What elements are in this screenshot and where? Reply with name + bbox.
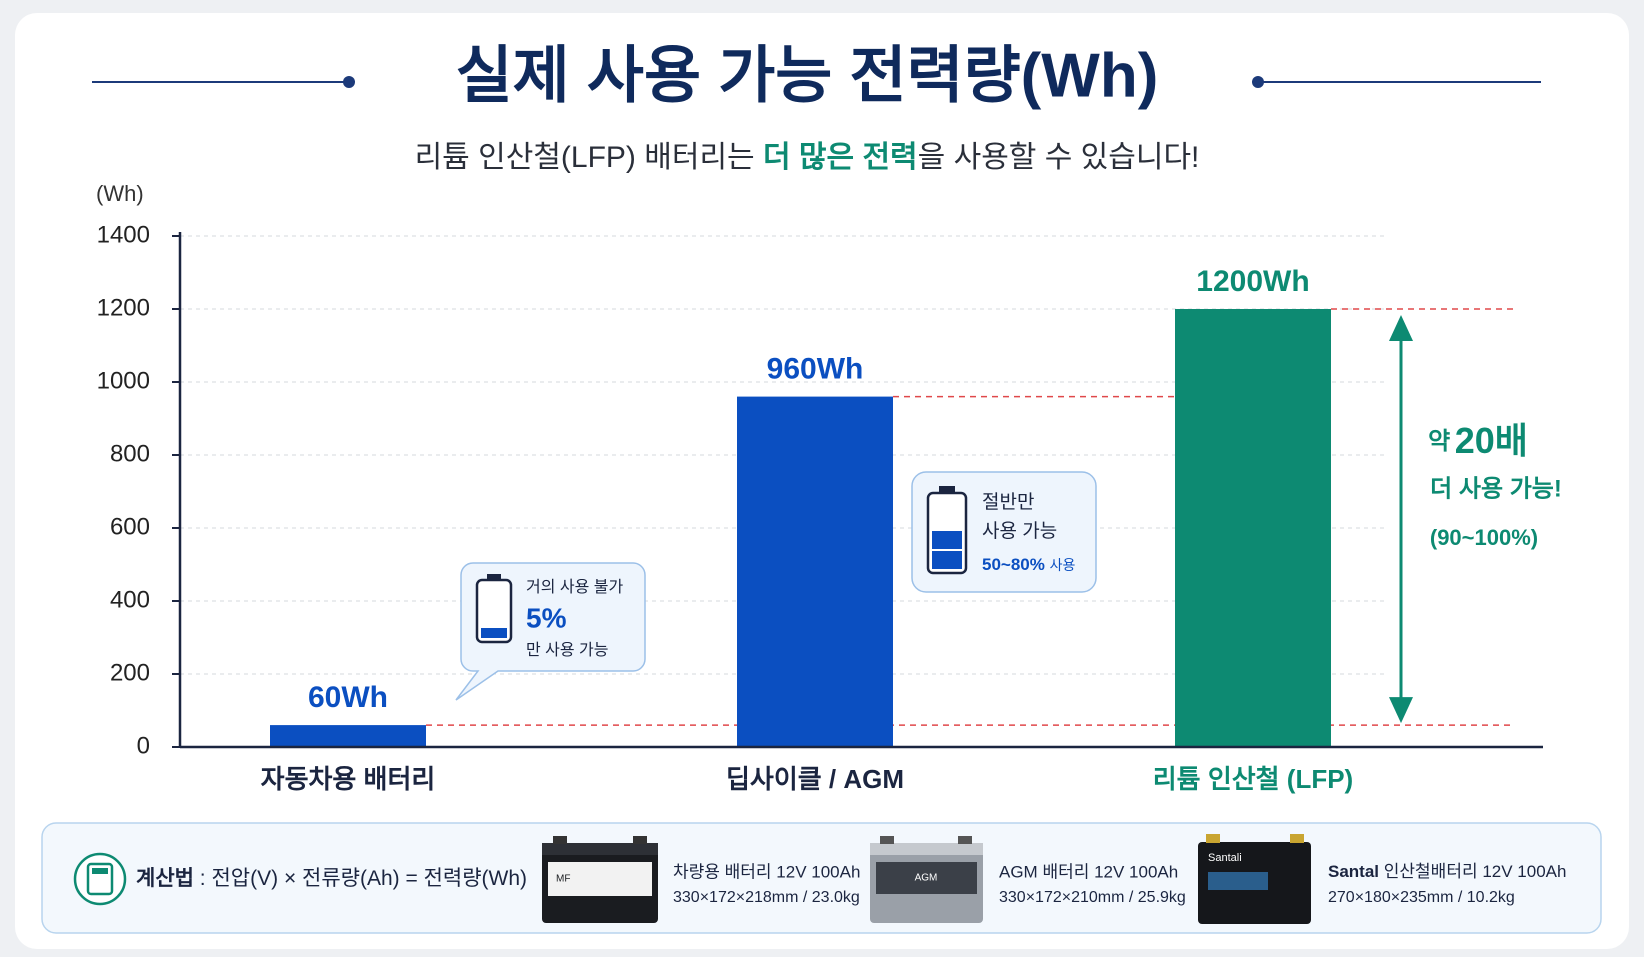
y-tick-label: 800 [110, 440, 150, 467]
bar [270, 725, 426, 747]
callout-pct: 50~80% 사용 [982, 555, 1075, 574]
product-spec: 330×172×218mm / 23.0kg [673, 889, 860, 906]
gain-prefix: 약 [1428, 428, 1450, 455]
gain-text: (90~100%) [1430, 525, 1538, 550]
y-tick-label: 200 [110, 659, 150, 686]
callout: 절반만 사용 가능 50~80% 사용 [911, 471, 1097, 593]
y-tick-label: 400 [110, 586, 150, 613]
bar [1175, 309, 1331, 747]
product-spec: 330×172×210mm / 25.9kg [999, 889, 1186, 906]
gain-label: 약 20배 [1428, 420, 1528, 461]
y-tick-label: 600 [110, 513, 150, 540]
formula-text: : 전압(V) × 전류량(Ah) = 전력량(Wh) [194, 867, 527, 890]
plot: 0 200 400 600 800 1000 1200 1400 자동차용 배터리 60Wh 딥사이… [97, 221, 1543, 794]
product-name: 차량용 배터리 12V 100Ah [673, 862, 860, 881]
gain-arrow-head [1389, 315, 1413, 341]
callout-text: 사용 [1050, 557, 1076, 573]
value-label: 1200Wh [1196, 265, 1309, 298]
callout-pct: 5% [526, 602, 567, 633]
title-dot [343, 76, 355, 88]
callout-pct: 50~80% [982, 555, 1045, 574]
callout-text: 만 사용 가능 [526, 641, 609, 659]
subtitle-text: 리튬 인산철(LFP) 배터리는 [415, 141, 763, 174]
product-image: Santali [1198, 834, 1311, 924]
x-tick-label: 자동차용 배터리 [261, 764, 436, 794]
subtitle-text: 을 사용할 수 있습니다! [918, 141, 1200, 174]
product-brand: Santal [1328, 862, 1379, 881]
product-name: Santal 인산철배터리 12V 100Ah [1328, 862, 1566, 881]
bar [737, 396, 893, 747]
y-tick-label: 1000 [97, 367, 150, 394]
y-tick-label: 0 [137, 732, 150, 759]
product-image: AGM [870, 836, 983, 923]
y-tick-label: 1200 [97, 294, 150, 321]
gain-times: 20배 [1455, 420, 1528, 461]
callout-text: 절반만 [982, 491, 1034, 513]
subtitle: 리튬 인산철(LFP) 배터리는 더 많은 전력을 사용할 수 있습니다! [415, 141, 1200, 174]
x-tick-label: 딥사이클 / AGM [726, 764, 904, 794]
product-badge: AGM [915, 873, 938, 884]
formula: 계산법 : 전압(V) × 전류량(Ah) = 전력량(Wh) [136, 867, 527, 890]
callout: 거의 사용 불가 5% 만 사용 가능 [455, 562, 646, 701]
subtitle-highlight: 더 많은 전력 [763, 141, 918, 174]
product-name: 인산철배터리 12V 100Ah [1384, 862, 1567, 881]
chart-title: 실제 사용 가능 전력량(Wh) [456, 41, 1159, 110]
product-badge: MF [556, 874, 570, 885]
product-name: AGM 배터리 12V 100Ah [999, 862, 1178, 881]
callout-text: 사용 가능 [982, 520, 1057, 542]
value-label: 60Wh [308, 681, 388, 714]
gain-text: 더 사용 가능! [1430, 475, 1562, 502]
product-image: MF [542, 836, 658, 923]
product-spec: 270×180×235mm / 10.2kg [1328, 889, 1515, 906]
product-badge: Santali [1208, 852, 1242, 864]
value-label: 960Wh [767, 353, 864, 386]
formula-label: 계산법 [136, 867, 194, 890]
title-dot [1252, 76, 1264, 88]
x-tick-label: 리튬 인산철 (LFP) [1153, 764, 1353, 794]
y-tick-label: 1400 [97, 221, 150, 248]
callout-text: 거의 사용 불가 [526, 578, 623, 596]
calc-icon [86, 862, 114, 896]
gain-arrow-head [1389, 697, 1413, 724]
y-axis-label: (Wh) [96, 181, 144, 206]
calc-icon [73, 852, 127, 906]
calc-icon [92, 868, 108, 874]
